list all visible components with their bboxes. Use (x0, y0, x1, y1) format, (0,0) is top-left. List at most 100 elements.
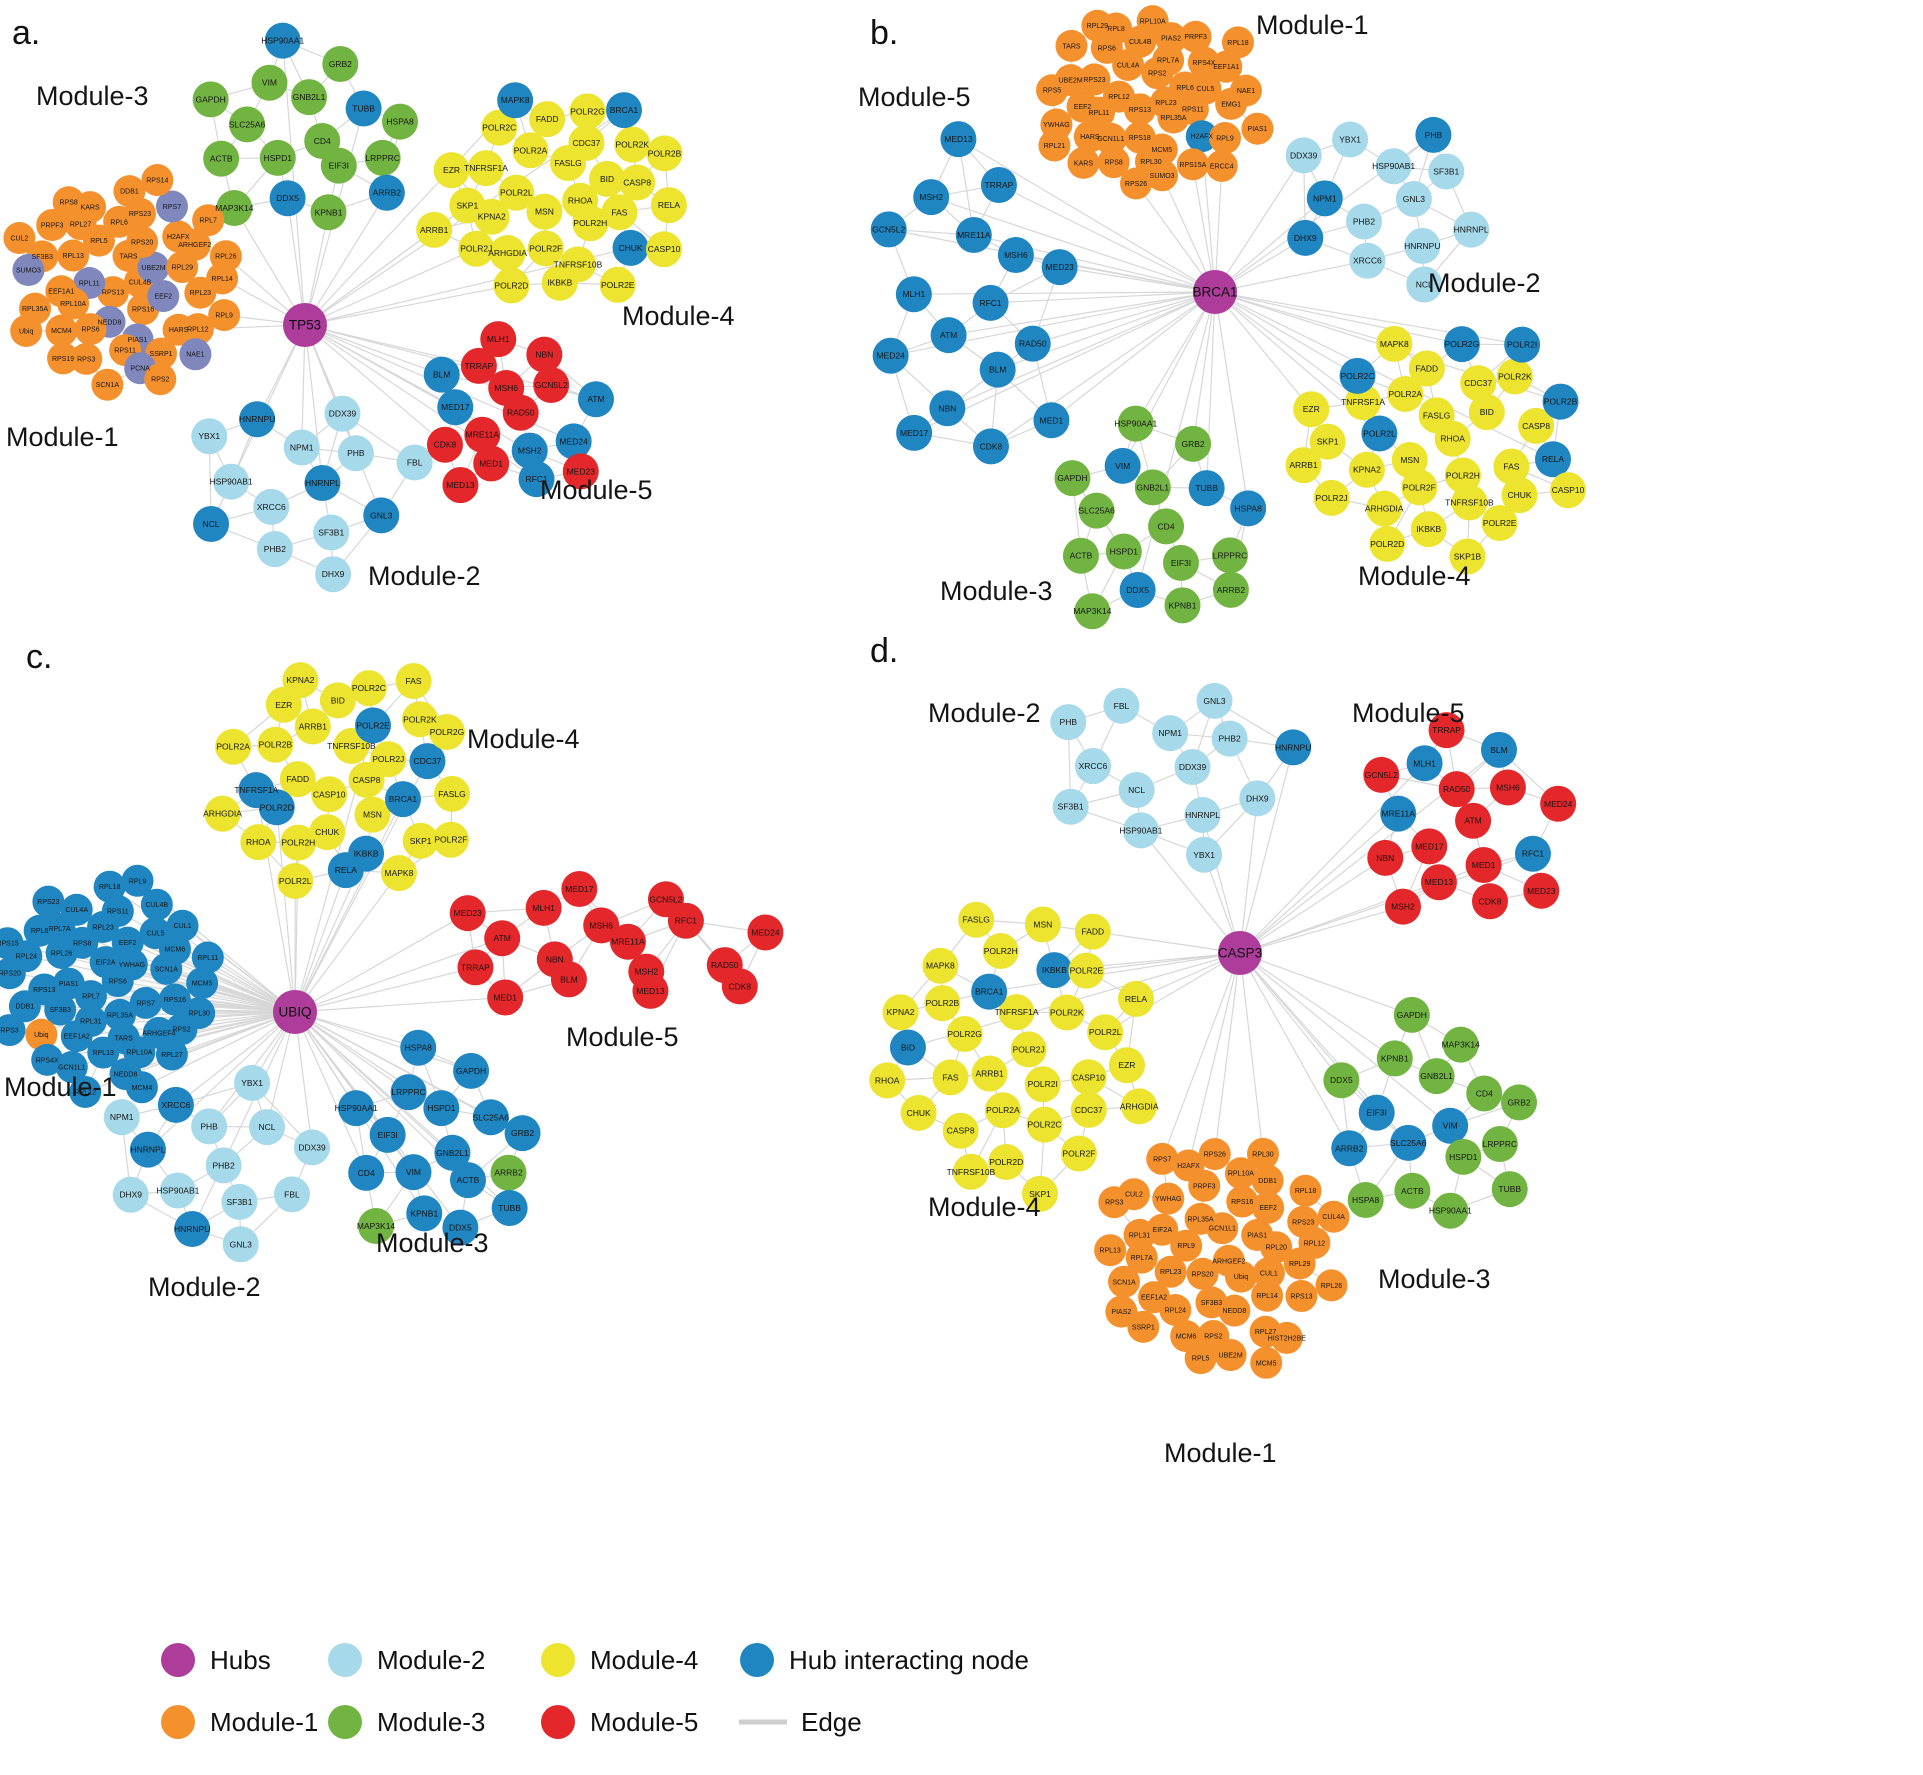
node-label: RPL11 (197, 955, 218, 962)
node-label: TRRAP (1432, 725, 1461, 735)
node-PIAS1 (52, 967, 85, 1000)
node-label: GRB2 (329, 59, 352, 69)
node-label: BID (600, 174, 614, 184)
node-label: TNFRSF1A (464, 163, 508, 173)
node-label: SKP1 (456, 201, 478, 211)
node-label: TUBB (498, 1203, 521, 1213)
node-RELA (650, 187, 687, 224)
node-label: SKP1B (1454, 551, 1482, 561)
node-HNRNPU (1275, 729, 1312, 766)
node-SKP1 (402, 822, 439, 859)
node-label: DDX39 (329, 409, 357, 419)
node-label: IKBKB (547, 278, 572, 288)
node-HNRNPU (1404, 227, 1441, 264)
node-MLH1 (1406, 745, 1443, 782)
node-label: CDK8 (728, 981, 751, 991)
legend-swatch-module4 (541, 1643, 575, 1677)
node-label: MSH2 (919, 192, 943, 202)
node-HSP90AB1 (159, 1172, 196, 1209)
node-ARHGEF2 (178, 228, 211, 261)
hub-edge (1140, 829, 1241, 954)
node-label: MAPK8 (926, 961, 955, 971)
node-EZR (433, 152, 470, 189)
node-label: RPL7 (199, 218, 217, 225)
hub-edge (181, 925, 296, 1013)
node-label: FADD (1081, 927, 1104, 937)
node-label: CUL2 (1125, 1192, 1143, 1199)
node-label: GRB2 (1507, 1097, 1530, 1107)
node-label: NPM1 (290, 442, 314, 452)
node-POLR2J (458, 230, 495, 267)
node-label: TNFRSF10B (1445, 497, 1494, 507)
node-label: GCN5L2 (535, 380, 568, 390)
node-NCL (1406, 266, 1443, 303)
node-POLR2D (1369, 525, 1406, 562)
node-MAPK8 (497, 82, 534, 119)
node-Ubiq (10, 314, 43, 347)
node-label: RPL9 (129, 878, 147, 885)
hub-edge (294, 912, 469, 1013)
hub-edge (304, 324, 443, 376)
node-MSH2 (1384, 888, 1421, 925)
node-label: CUL4B (129, 279, 152, 286)
hub-edge (1104, 952, 1241, 1033)
hub-edge (304, 248, 477, 326)
node-label: RPL29 (1289, 1261, 1311, 1268)
node-MRE11A (1380, 795, 1417, 832)
hub-edge (1214, 291, 1364, 403)
node-EIF2A (89, 946, 122, 979)
node-MSN (1391, 442, 1428, 479)
node-label: MAPK8 (501, 95, 530, 105)
node-label: SLC25A6 (1390, 1138, 1427, 1148)
node-label: POLR2D (260, 802, 294, 812)
node-TUBB (491, 1189, 528, 1226)
node-label: ARRB1 (420, 225, 449, 235)
node-HSPA8 (1347, 1181, 1384, 1218)
node-RPS20 (126, 226, 159, 259)
node-label: HSP90AA1 (261, 36, 304, 46)
node-SF3B1 (1052, 788, 1089, 825)
node-RPS4X (31, 1043, 64, 1076)
node-RPL13 (1094, 1234, 1127, 1267)
node-POLR2A (984, 1092, 1021, 1129)
node-RPL13 (57, 239, 90, 272)
node-label: MED23 (454, 908, 483, 918)
node-ACTB (450, 1162, 487, 1199)
node-label: PHB2 (1219, 734, 1241, 744)
panel-letter-c: c. (26, 638, 52, 676)
node-BRCA1 (605, 92, 642, 129)
node-GAPDH (1393, 996, 1430, 1033)
node-label: FBL (407, 458, 423, 468)
node-GAPDH (453, 1052, 490, 1089)
node-label: POLR2E (356, 720, 390, 730)
node-POLR2G (946, 1016, 983, 1053)
node-POLR2B (646, 135, 683, 172)
node-POLR2K (401, 701, 438, 738)
node-label: BID (901, 1043, 915, 1053)
node-UBE2M (137, 251, 170, 284)
node-RELA (327, 852, 364, 889)
node-label: CASP8 (947, 1126, 975, 1136)
node-label: TNFRSF10B (554, 259, 603, 269)
node-label: MSH2 (518, 446, 542, 456)
node-label: RPL10A (1228, 1171, 1254, 1178)
node-PHB2 (256, 531, 293, 568)
node-label: VIM (406, 1167, 421, 1177)
node-label: MRE11A (1382, 809, 1416, 819)
node-NCL (248, 1109, 285, 1146)
node-label: PHB (1425, 130, 1443, 140)
node-GCN5L2 (647, 881, 684, 918)
node-GAPDH (192, 81, 229, 118)
node-FADD (1074, 913, 1111, 950)
node-label: SF3B1 (1433, 166, 1459, 176)
node-RPL23 (1154, 1255, 1187, 1288)
node-RPS20 (1186, 1257, 1219, 1290)
node-CUL4A (60, 893, 93, 926)
node-label: POLR2F (434, 835, 467, 845)
node-CDC37 (409, 743, 446, 780)
node-RPL12 (69, 1075, 102, 1108)
node-RPS7 (155, 190, 188, 223)
node-label: RPS2 (172, 1027, 190, 1034)
node-label: PHB2 (264, 544, 286, 554)
node-label: ARRB1 (975, 1069, 1004, 1079)
